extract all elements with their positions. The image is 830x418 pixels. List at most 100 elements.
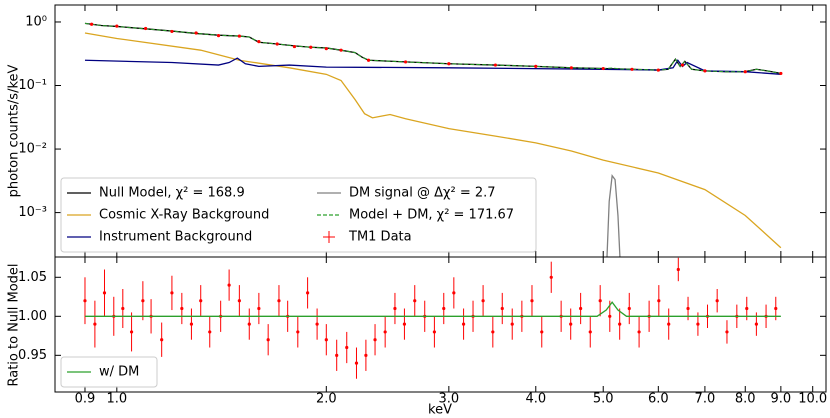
data-point: [779, 71, 783, 76]
legend-label: Instrument Background: [99, 230, 252, 245]
data-point: [569, 66, 573, 70]
data-point: [247, 322, 251, 326]
data-point: [630, 67, 634, 71]
data-point: [534, 64, 538, 68]
data-point: [656, 68, 660, 72]
data-point: [676, 267, 680, 272]
data-point: [373, 338, 377, 342]
data-point: [402, 322, 407, 326]
data-point: [393, 306, 397, 311]
data-point: [339, 48, 343, 52]
data-point: [618, 322, 622, 326]
data-point: [129, 330, 134, 334]
data-point: [442, 306, 446, 311]
data-point: [403, 60, 408, 64]
x-tick-label: 0.9: [75, 392, 96, 407]
series-line: [84, 301, 781, 317]
data-point: [627, 306, 631, 311]
data-point: [579, 306, 583, 311]
data-point: [309, 45, 313, 49]
x-axis-label: keV: [428, 403, 452, 418]
x-tick-label: 5.0: [593, 392, 614, 407]
data-point: [315, 322, 319, 326]
data-point: [667, 322, 671, 326]
data-point: [366, 58, 371, 62]
legend-label: w/ DM: [99, 365, 139, 380]
data-point: [292, 44, 297, 49]
data-point: [383, 330, 387, 334]
data-point: [715, 299, 719, 303]
data-point: [696, 322, 700, 326]
plot-area: [84, 22, 783, 257]
data-point: [102, 291, 107, 295]
data-point: [413, 299, 417, 303]
legend-label: Model + DM, χ² = 171.67: [349, 208, 514, 223]
data-point: [257, 40, 261, 44]
data-point: [774, 306, 778, 311]
y-tick-label: 10⁻²: [18, 142, 47, 157]
data-point: [743, 70, 747, 74]
data-point: [637, 330, 641, 334]
data-point: [189, 322, 194, 326]
data-point: [216, 34, 221, 38]
data-point: [144, 26, 148, 31]
x-tick-label: 4.0: [525, 392, 546, 407]
data-point: [569, 322, 573, 326]
data-point: [432, 330, 436, 334]
x-tick-label: 10.0: [798, 392, 827, 407]
data-point: [170, 29, 174, 34]
data-point: [601, 66, 605, 71]
data-point: [745, 306, 749, 311]
plot-frame: [54, 256, 827, 393]
legend-label: DM signal @ Δχ² = 2.7: [349, 186, 496, 201]
y-tick-label: 1.00: [18, 309, 47, 324]
data-point: [703, 69, 707, 73]
data-point: [481, 299, 485, 303]
data-point: [540, 330, 544, 334]
x-tick-label: 9.0: [771, 392, 792, 407]
y-tick-label: 1.05: [18, 270, 47, 285]
data-point: [598, 299, 602, 303]
data-point: [237, 299, 241, 303]
x-tick-label: 2.0: [316, 392, 337, 407]
data-point: [141, 299, 145, 303]
data-point: [266, 338, 270, 342]
data-point: [257, 306, 261, 311]
data-point: [447, 62, 451, 66]
data-point: [491, 330, 495, 334]
data-point: [306, 291, 310, 295]
series-line: [84, 57, 781, 75]
data-point: [452, 291, 456, 295]
legend-label: Cosmic X-Ray Background: [99, 208, 269, 223]
legend: w/ DM: [60, 356, 158, 388]
y-tick-label: 10⁰: [25, 14, 47, 29]
data-point: [364, 353, 368, 357]
x-tick-label: 7.0: [695, 392, 716, 407]
data-point: [121, 306, 125, 311]
data-point: [227, 283, 231, 287]
legend-label: Null Model, χ² = 168.9: [99, 186, 245, 201]
data-point: [686, 306, 690, 311]
data-point: [83, 299, 87, 303]
data-point: [725, 330, 729, 334]
data-point: [115, 24, 119, 28]
data-point: [354, 361, 359, 365]
legend-label: TM1 Data: [348, 230, 412, 245]
data-point: [510, 322, 514, 326]
data-point: [296, 330, 300, 334]
data-point: [170, 291, 174, 295]
y-tick-label: 0.95: [18, 348, 47, 363]
data-point: [588, 330, 592, 334]
data-point: [275, 42, 279, 46]
data-point: [608, 314, 612, 318]
data-point: [160, 338, 164, 342]
x-tick-label: 8.0: [735, 392, 756, 407]
data-point: [277, 299, 281, 303]
data-point: [493, 63, 498, 67]
legend-box: [60, 356, 158, 388]
data-point: [657, 299, 661, 303]
y-axis-label: photon counts/s/keV: [7, 64, 22, 197]
data-point: [500, 306, 504, 311]
y-tick-label: 10⁻³: [18, 205, 47, 220]
data-point: [208, 330, 212, 334]
